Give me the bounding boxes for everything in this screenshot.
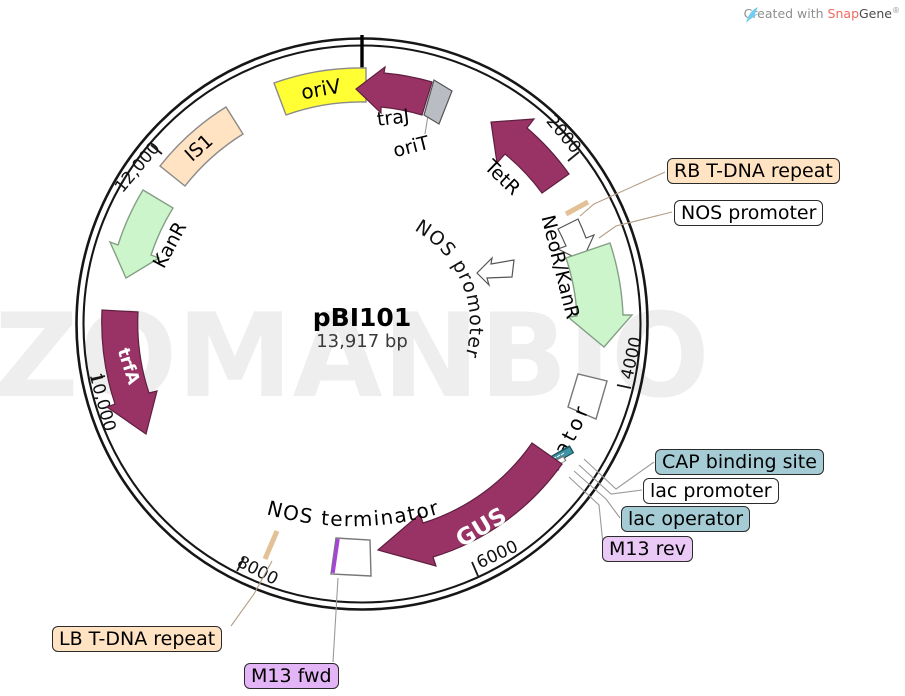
- attribution-brand-gene: Gene: [859, 6, 892, 22]
- callout-line-cap: [583, 458, 655, 490]
- label-m13-fwd: M13 fwd: [244, 663, 339, 689]
- attribution-brand-snap: Snap: [827, 6, 859, 22]
- tick-2000: [567, 151, 580, 162]
- attribution: Created with SnapGene®: [743, 6, 900, 23]
- feature-lb-repeat: [262, 530, 280, 560]
- feature-orit: [423, 79, 453, 125]
- snapgene-logo-icon: [745, 7, 759, 23]
- callout-line-lac-operator: [573, 470, 621, 519]
- feature-rb-repeat: [564, 199, 590, 217]
- tick-6000: [471, 561, 479, 577]
- callout-line-m13-rev: [568, 476, 604, 545]
- tick-12000: [150, 144, 163, 155]
- attribution-registered-mark: ®: [892, 6, 900, 15]
- label-nos-promoter: NOS promoter: [674, 200, 824, 226]
- callout-line-nos-promoter: [598, 211, 673, 239]
- tick-10000: [90, 375, 106, 380]
- feature-traj: [355, 65, 433, 116]
- plasmid-name: pBI101: [313, 303, 411, 332]
- callout-line-lb: [230, 560, 273, 627]
- feature-label-traj: traJ: [376, 105, 411, 131]
- tick-label-8000: 8000: [234, 552, 282, 589]
- feature-nos-promoter-2: [476, 256, 515, 288]
- callout-line-m13-fwd: [332, 577, 339, 663]
- feature-tetr: [490, 118, 570, 194]
- feature-trfa: [101, 309, 158, 435]
- label-lac-promoter: lac promoter: [643, 478, 779, 504]
- callout-line-rb: [579, 171, 666, 217]
- feature-is1: [159, 106, 244, 187]
- position-ticks: [90, 144, 632, 577]
- feature-neor-kanr: [565, 242, 634, 348]
- label-lac-operator: lac operator: [621, 506, 751, 532]
- label-m13-rev: M13 rev: [602, 536, 693, 562]
- feature-label-orit: oriT: [391, 132, 432, 162]
- feature-gus: [376, 442, 563, 567]
- callout-line-lac-promoter: [578, 464, 643, 495]
- feature-m13-fwd: [331, 538, 340, 574]
- feature-nos-terminator-1: [567, 373, 608, 420]
- label-lb-t-dna-repeat: LB T-DNA repeat: [52, 626, 223, 652]
- attribution-created-with: Created with: [743, 6, 824, 22]
- label-rb-t-dna-repeat: RB T-DNA repeat: [667, 158, 840, 184]
- feature-kanr: [108, 189, 174, 280]
- feature-nos-promoter-1: [556, 218, 596, 262]
- tick-8000: [236, 557, 245, 572]
- plasmid-size: 13,917 bp: [316, 331, 408, 352]
- feature-nos-terminator-2: [330, 537, 372, 577]
- label-cap-binding-site: CAP binding site: [655, 449, 824, 475]
- tick-4000: [616, 384, 632, 389]
